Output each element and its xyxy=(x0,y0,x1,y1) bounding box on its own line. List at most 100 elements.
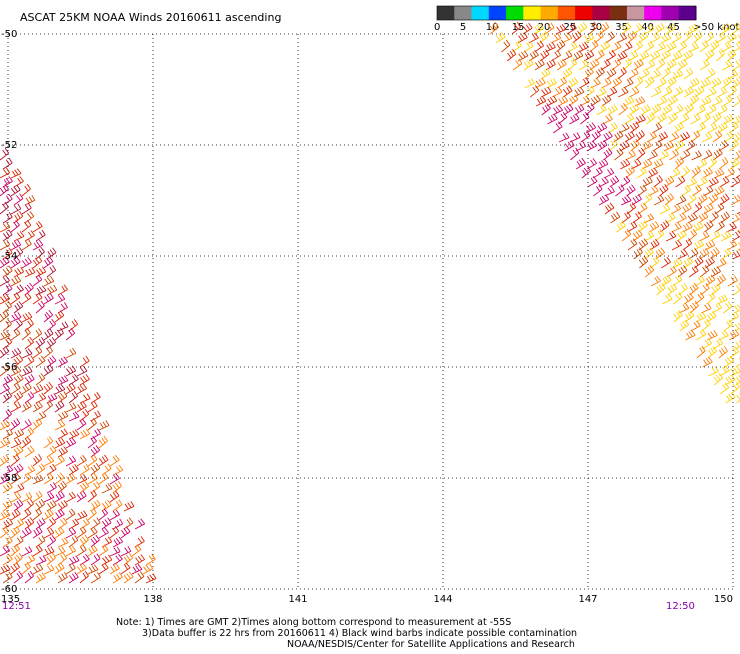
wind-barb xyxy=(693,202,702,214)
wind-barb xyxy=(88,527,97,538)
color-swatch xyxy=(489,6,507,20)
wind-barb xyxy=(14,194,23,205)
wind-barb xyxy=(25,268,35,278)
wind-barb xyxy=(536,96,546,106)
wind-barb xyxy=(14,446,23,457)
wind-barb xyxy=(724,132,734,143)
wind-barb xyxy=(695,276,705,286)
wind-barb xyxy=(77,491,86,502)
wind-barb xyxy=(47,393,57,403)
color-swatch xyxy=(472,6,490,20)
wind-barb xyxy=(513,59,522,70)
wind-barb xyxy=(700,41,709,52)
wind-barb xyxy=(653,140,663,151)
wind-barb xyxy=(676,176,685,187)
wind-barb xyxy=(25,571,34,583)
wind-barb xyxy=(88,401,97,412)
wind-barb xyxy=(11,204,21,214)
wind-barb xyxy=(602,95,611,106)
wind-barb xyxy=(699,231,709,241)
wind-barb xyxy=(719,346,728,358)
wind-barb xyxy=(677,213,687,223)
wind-barb xyxy=(728,276,738,286)
wind-barb xyxy=(606,50,615,61)
wind-barb xyxy=(66,492,76,502)
wind-barb xyxy=(684,68,693,79)
wind-barb xyxy=(662,294,672,304)
wind-barb xyxy=(676,195,686,205)
wind-barb xyxy=(0,331,10,340)
wind-barb xyxy=(684,87,694,97)
wind-barb xyxy=(502,40,511,52)
wind-barb xyxy=(674,105,684,116)
wind-barb xyxy=(47,319,56,331)
wind-barb xyxy=(33,454,42,466)
wind-barb xyxy=(0,455,9,466)
wind-barb xyxy=(729,122,738,133)
wind-barb xyxy=(652,104,661,115)
wind-barb xyxy=(576,158,585,169)
wind-barb xyxy=(44,276,54,286)
wind-barb xyxy=(691,321,701,331)
wind-barb xyxy=(683,238,692,250)
wind-barb xyxy=(91,392,100,403)
wind-barb xyxy=(47,517,56,529)
wind-barb xyxy=(0,168,10,178)
wind-barb xyxy=(661,50,670,61)
wind-barb xyxy=(714,169,724,178)
color-swatch xyxy=(592,6,610,20)
wind-barb xyxy=(701,113,710,124)
wind-barb xyxy=(720,383,729,394)
wind-barb xyxy=(47,265,56,277)
wind-barb xyxy=(666,213,676,223)
wind-barb xyxy=(687,178,697,187)
wind-barb xyxy=(619,123,629,133)
wind-barb xyxy=(733,59,740,70)
wind-barb xyxy=(618,67,627,79)
wind-barb xyxy=(736,167,740,178)
wind-barb xyxy=(536,78,546,88)
wind-barb xyxy=(22,349,32,358)
wind-barb xyxy=(569,77,578,88)
wind-barb xyxy=(47,356,56,367)
wind-barb xyxy=(720,194,729,205)
wind-barb xyxy=(670,168,680,178)
wind-barb xyxy=(719,157,728,169)
wind-barb xyxy=(69,319,78,331)
wind-barb xyxy=(682,222,692,232)
wind-barb xyxy=(36,464,45,475)
wind-barb xyxy=(25,517,34,529)
wind-barb xyxy=(706,88,716,97)
wind-barb xyxy=(91,535,100,547)
wind-barb xyxy=(584,33,594,43)
wind-barb xyxy=(624,78,634,88)
wind-barb xyxy=(645,41,654,52)
wind-barb xyxy=(11,348,21,358)
wind-barb xyxy=(702,150,712,160)
wind-barb xyxy=(725,375,735,385)
wind-barb xyxy=(66,403,76,412)
wind-barb xyxy=(665,193,674,205)
wind-barb xyxy=(14,536,23,547)
wind-barb xyxy=(44,329,53,340)
wind-barb xyxy=(22,203,31,214)
color-scale-label: 25 xyxy=(564,22,577,33)
longitude-label: 141 xyxy=(288,594,307,605)
wind-barb xyxy=(604,168,614,178)
wind-barb xyxy=(33,545,42,556)
wind-barb xyxy=(33,564,43,574)
wind-barb xyxy=(91,445,100,457)
wind-barb xyxy=(599,195,609,205)
wind-barb xyxy=(0,438,10,448)
wind-barb xyxy=(597,105,607,115)
wind-barb xyxy=(573,51,583,61)
wind-barb xyxy=(698,177,708,187)
wind-barb xyxy=(44,528,54,538)
wind-barb xyxy=(58,538,68,547)
wind-barb xyxy=(678,59,687,70)
wind-barb xyxy=(703,168,713,178)
wind-barb xyxy=(3,500,12,511)
wind-barb xyxy=(25,337,34,349)
wind-barb xyxy=(727,240,737,250)
wind-barb xyxy=(558,96,568,106)
